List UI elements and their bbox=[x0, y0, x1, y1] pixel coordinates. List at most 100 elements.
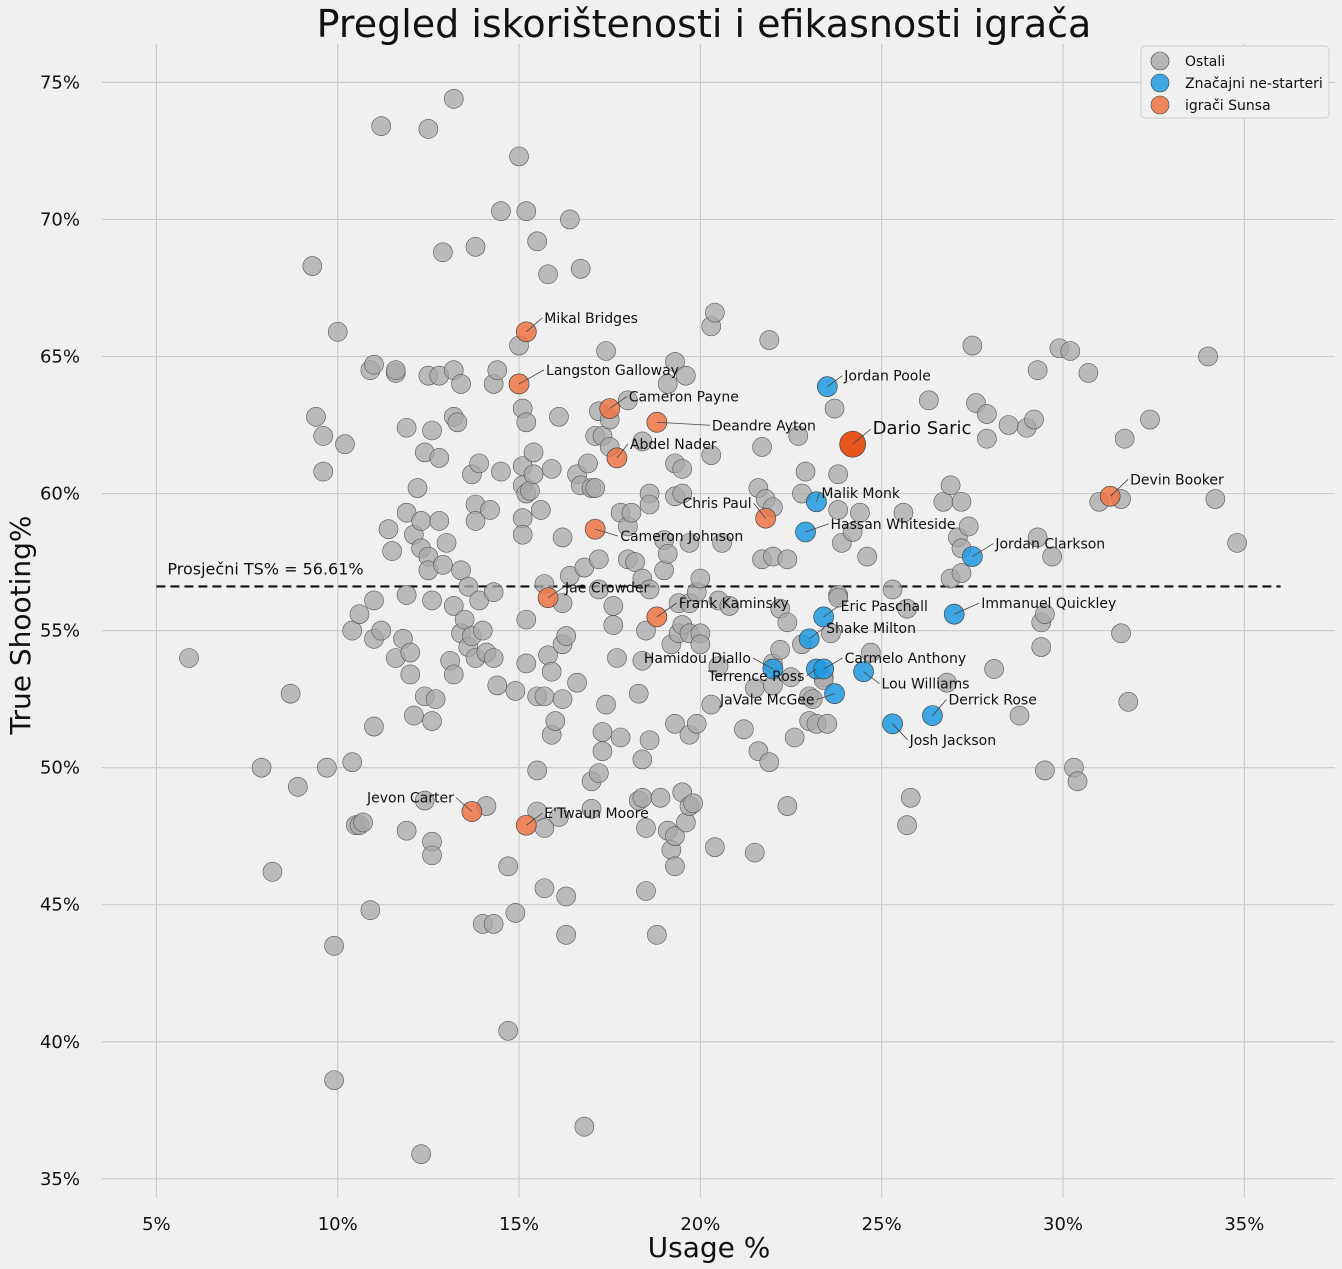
point-other bbox=[828, 464, 848, 485]
label-langston-galloway: Langston Galloway bbox=[546, 363, 679, 379]
label-shake-milton: Shake Milton bbox=[826, 621, 916, 637]
label-connector bbox=[805, 523, 829, 533]
legend-marker-others bbox=[1150, 51, 1170, 71]
point-other bbox=[378, 519, 399, 539]
point-other bbox=[632, 650, 653, 671]
point-other bbox=[498, 856, 518, 877]
point-other bbox=[353, 812, 373, 833]
legend-label-non-starters: Značajni ne-starteri bbox=[1185, 76, 1323, 92]
point-other bbox=[628, 683, 649, 704]
point-other bbox=[1067, 771, 1088, 792]
point-other bbox=[607, 648, 627, 668]
point-other bbox=[1205, 489, 1226, 509]
x-tick-label: 30% bbox=[1043, 1214, 1083, 1235]
point-other bbox=[447, 412, 468, 433]
point-other bbox=[385, 360, 406, 380]
point-other bbox=[327, 322, 348, 342]
point-other bbox=[262, 862, 283, 882]
point-other bbox=[824, 398, 845, 419]
label-connector bbox=[656, 602, 678, 618]
point-other bbox=[784, 727, 805, 748]
legend-label-others: Ostali bbox=[1185, 54, 1225, 70]
point-other bbox=[665, 826, 685, 846]
point-other bbox=[937, 672, 957, 693]
x-axis-ticks: 5% 10% 15% 20% 25% 30% 35% bbox=[142, 1214, 1264, 1235]
label-josh-jackson: Josh Jackson bbox=[909, 733, 997, 749]
point-other bbox=[429, 448, 450, 468]
point-other bbox=[770, 639, 790, 660]
point-other bbox=[882, 579, 903, 600]
point-other bbox=[701, 445, 722, 465]
point-other bbox=[592, 741, 613, 762]
label-jordan-clarkson: Jordan Clarkson bbox=[994, 537, 1105, 553]
point-other bbox=[418, 119, 439, 139]
point-other bbox=[538, 264, 558, 285]
label-jevon-carter: Jevon Carter bbox=[366, 791, 454, 807]
point-other bbox=[701, 694, 722, 715]
point-other bbox=[650, 788, 671, 808]
point-other bbox=[552, 689, 573, 709]
point-other bbox=[400, 664, 421, 685]
point-other bbox=[1198, 346, 1218, 367]
point-other bbox=[900, 788, 921, 808]
point-other bbox=[396, 820, 417, 841]
y-tick-label: 40% bbox=[40, 1032, 80, 1053]
point-other bbox=[443, 664, 464, 685]
label-terrence-ross: Terrence Ross bbox=[707, 669, 804, 685]
point-other bbox=[1035, 760, 1055, 781]
point-other bbox=[411, 1144, 431, 1164]
label-connector bbox=[823, 657, 843, 670]
point-other bbox=[574, 1116, 595, 1137]
point-other bbox=[951, 491, 972, 512]
point-other bbox=[639, 494, 660, 515]
point-other bbox=[636, 818, 656, 838]
point-other bbox=[603, 596, 624, 616]
point-other bbox=[483, 914, 504, 934]
point-other bbox=[425, 689, 446, 709]
point-other bbox=[719, 596, 740, 616]
point-other bbox=[759, 752, 780, 772]
point-other bbox=[998, 415, 1019, 435]
point-other bbox=[802, 689, 823, 709]
point-other bbox=[897, 598, 917, 619]
x-tick-label: 25% bbox=[862, 1214, 902, 1235]
point-other bbox=[487, 360, 508, 380]
point-other bbox=[451, 374, 471, 394]
point-other bbox=[498, 1020, 518, 1041]
point-other bbox=[443, 89, 464, 109]
y-axis-ticks: 35% 40% 45% 50% 55% 60% 65% 70% 75% bbox=[40, 72, 80, 1189]
point-other bbox=[705, 837, 725, 857]
point-other bbox=[676, 365, 696, 386]
point-other bbox=[683, 793, 703, 814]
point-other bbox=[977, 428, 997, 449]
data-points bbox=[179, 89, 1247, 1164]
point-other bbox=[672, 483, 693, 504]
point-other bbox=[472, 620, 493, 641]
point-other bbox=[516, 412, 537, 433]
label-chris-paul: Chris Paul bbox=[682, 496, 751, 512]
point-other bbox=[400, 642, 421, 663]
point-other bbox=[636, 620, 656, 641]
point-other bbox=[560, 209, 580, 230]
point-other bbox=[589, 549, 609, 570]
label-connector bbox=[827, 375, 843, 387]
point-other bbox=[759, 330, 780, 350]
label-connector bbox=[609, 396, 627, 409]
point-other bbox=[505, 903, 526, 923]
average-ts-label: Prosječni TS% = 56.61% bbox=[167, 559, 363, 578]
point-other bbox=[705, 302, 725, 323]
point-other bbox=[951, 563, 972, 583]
label-mikal-bridges: Mikal Bridges bbox=[544, 311, 638, 327]
point-other bbox=[795, 461, 816, 482]
label-connector bbox=[547, 587, 564, 599]
legend-box bbox=[1140, 45, 1330, 119]
point-other bbox=[371, 116, 392, 137]
label-eric-paschall: Eric Paschall bbox=[841, 599, 928, 615]
x-tick-label: 10% bbox=[318, 1214, 358, 1235]
label-dario-saric: Dario Saric bbox=[873, 418, 972, 439]
point-other bbox=[349, 604, 370, 624]
point-other bbox=[578, 453, 598, 474]
legend-marker-suns bbox=[1150, 95, 1170, 115]
label-connector bbox=[806, 668, 817, 677]
